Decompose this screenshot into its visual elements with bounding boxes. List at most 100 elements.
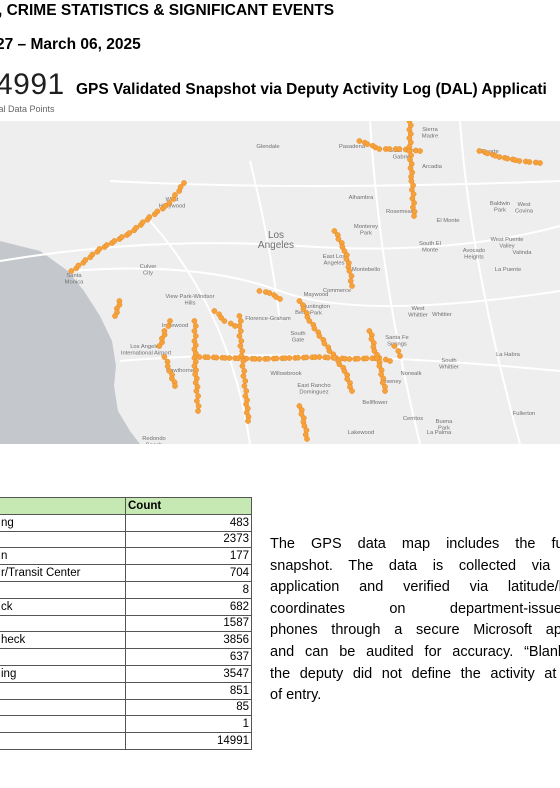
activity-dot xyxy=(331,354,338,361)
count-cell: 85 xyxy=(125,698,252,717)
activity-dot xyxy=(243,388,250,394)
table-row: 851 xyxy=(0,681,252,700)
activity-cell xyxy=(0,681,126,700)
activity-dot xyxy=(232,323,238,329)
map-label: Rosemead xyxy=(386,209,414,215)
activity-dot xyxy=(193,388,200,394)
map-label: Willowbrook xyxy=(270,371,301,377)
ocean xyxy=(0,241,140,444)
count-cell: 3547 xyxy=(125,664,252,683)
activity-dot xyxy=(321,340,328,347)
activity-dot xyxy=(364,141,371,148)
activity-dot xyxy=(162,202,169,209)
activity-dot xyxy=(306,318,313,324)
activity-dot xyxy=(496,154,503,160)
activity-cell xyxy=(0,530,126,549)
map-label: Lakewood xyxy=(348,430,374,436)
activity-dot xyxy=(349,283,355,289)
activity-dot xyxy=(68,268,75,274)
activity-dot xyxy=(417,148,423,154)
paragraph-line: snapshot. The data is collected via t xyxy=(270,557,560,574)
count-cell: 682 xyxy=(125,597,252,616)
activity-dot xyxy=(346,356,353,362)
map-label: Monterey Park xyxy=(354,224,378,237)
count-cell: 704 xyxy=(125,564,252,582)
table-row: r/Transit Center 704 xyxy=(0,564,252,582)
activity-dot xyxy=(325,354,331,361)
map-label: East Los Angeles xyxy=(323,254,346,267)
table-row: 8 xyxy=(0,580,252,599)
activity-dot xyxy=(181,180,187,186)
map-label: Bellflower xyxy=(362,400,387,406)
activity-dot xyxy=(396,146,403,152)
activity-dot xyxy=(82,257,89,263)
activity-dot xyxy=(177,184,184,190)
map-label: Valinda xyxy=(513,250,533,256)
count-cell: 1 xyxy=(125,715,252,734)
count-cell: 851 xyxy=(125,681,252,700)
snapshot-title: GPS Validated Snapshot via Deputy Activi… xyxy=(76,81,547,98)
map-label: Pasadena xyxy=(339,144,366,150)
map-label: Montebello xyxy=(352,267,380,273)
activity-dot xyxy=(346,268,353,274)
map-label: Baldwin Park xyxy=(490,201,510,214)
table-row: ck 682 xyxy=(0,597,252,616)
activity-dot xyxy=(221,318,228,324)
map-label: Inglewood xyxy=(162,323,188,329)
total-data-points-value: 4991 xyxy=(0,68,65,101)
activity-dot xyxy=(295,354,301,361)
activity-dot xyxy=(191,318,198,324)
activity-dot xyxy=(386,146,393,152)
paragraph-line: coordinates on department-issued xyxy=(270,600,560,617)
activity-dot xyxy=(133,224,139,231)
map-label: Huntington Park xyxy=(302,304,330,317)
map-label: Downey xyxy=(381,379,402,385)
activity-dot xyxy=(161,328,168,334)
activity-cell xyxy=(0,698,126,717)
total-data-points-label: tal Data Points xyxy=(0,104,55,114)
activity-cell: ck xyxy=(0,597,126,616)
map-label: Maywood xyxy=(304,292,329,298)
activity-dot xyxy=(238,338,245,344)
activity-dot xyxy=(172,383,178,389)
activity-dot xyxy=(237,318,244,324)
activity-dot xyxy=(356,138,363,144)
activity-dot xyxy=(111,238,118,244)
table-row: n 177 xyxy=(0,547,252,566)
activity-dot xyxy=(526,159,533,165)
activity-dot xyxy=(191,328,198,334)
activity-dot xyxy=(211,308,218,314)
map-label: Norwalk xyxy=(401,371,422,377)
map-label: Whittier xyxy=(432,312,452,318)
activity-dot xyxy=(341,368,348,374)
map-place-labels: Glendale Pasadena Sierra Madre Arcadia Duarte… xyxy=(65,127,536,444)
activity-dot xyxy=(166,368,173,374)
map-label: El Monte xyxy=(437,218,460,224)
paragraph-line: The GPS data map includes the full xyxy=(270,536,560,552)
activity-dot xyxy=(75,262,82,269)
count-column-header: Count xyxy=(125,497,252,515)
activity-dot xyxy=(516,158,523,164)
map-label: South Gate xyxy=(290,331,305,344)
activity-dot xyxy=(154,208,161,215)
activity-column-header xyxy=(0,497,126,515)
activity-dot xyxy=(411,213,417,219)
activity-dot xyxy=(273,355,280,362)
activity-cell xyxy=(0,648,126,666)
map-label: South Whittier xyxy=(439,358,459,371)
map-label: Los Angeles xyxy=(258,230,294,251)
table-row: 1 xyxy=(0,715,252,734)
map-label: Los Angeles International Airport xyxy=(121,344,172,357)
activity-dot xyxy=(265,355,271,362)
map-label: East San Gabriel xyxy=(390,148,414,161)
paragraph-line: and can be audited for accuracy. “Blank” xyxy=(270,643,560,660)
activity-dot xyxy=(335,236,342,242)
activity-dot xyxy=(241,368,248,374)
gps-activity-map: Glendale Pasadena Sierra Madre Arcadia Duarte… xyxy=(0,121,560,444)
map-label: View Park-Windsor Hills xyxy=(165,294,214,307)
count-cell: 8 xyxy=(125,580,252,599)
activity-dot xyxy=(303,354,310,361)
activity-dot xyxy=(164,363,171,370)
activity-dot xyxy=(192,333,199,339)
activity-dot xyxy=(476,148,483,154)
